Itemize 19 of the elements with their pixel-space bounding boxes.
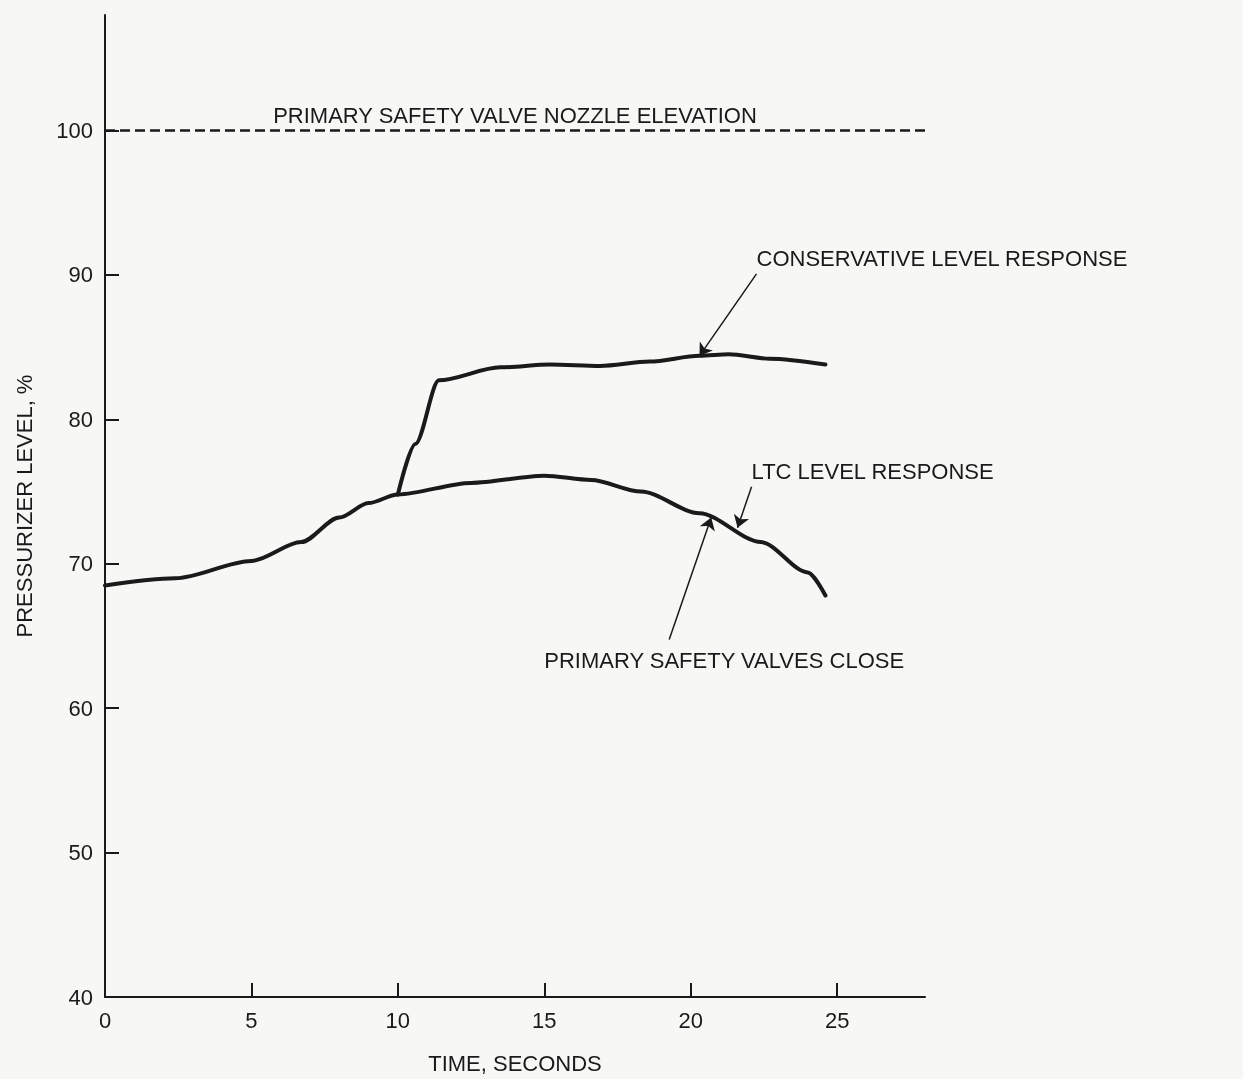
x-tick-label: 0: [98, 1007, 112, 1033]
y-tick-label: 80: [68, 406, 93, 432]
y-tick-label: 50: [68, 840, 93, 866]
x-axis-title: TIME, SECONDS: [428, 1050, 602, 1076]
ref-line-label: PRIMARY SAFETY VALVE NOZZLE ELEVATION: [273, 103, 757, 129]
x-tick-label: 20: [678, 1007, 703, 1033]
annotation: CONSERVATIVE LEVEL RESPONSE: [756, 246, 1128, 272]
y-tick-label: 70: [68, 551, 93, 577]
annotation: PRIMARY SAFETY VALVES CLOSE: [544, 648, 905, 674]
y-tick-label: 60: [68, 695, 93, 721]
x-tick-label: 5: [245, 1007, 258, 1033]
x-tick-label: 15: [532, 1007, 557, 1033]
annotation: LTC LEVEL RESPONSE: [751, 459, 994, 485]
y-axis-title: PRESSURIZER LEVEL, %: [11, 374, 37, 638]
x-tick-label: 25: [824, 1007, 850, 1033]
y-tick-label: 40: [68, 984, 93, 1010]
y-tick-label: 100: [56, 118, 93, 144]
x-tick-label: 10: [385, 1007, 411, 1033]
y-tick-label: 90: [68, 262, 93, 288]
